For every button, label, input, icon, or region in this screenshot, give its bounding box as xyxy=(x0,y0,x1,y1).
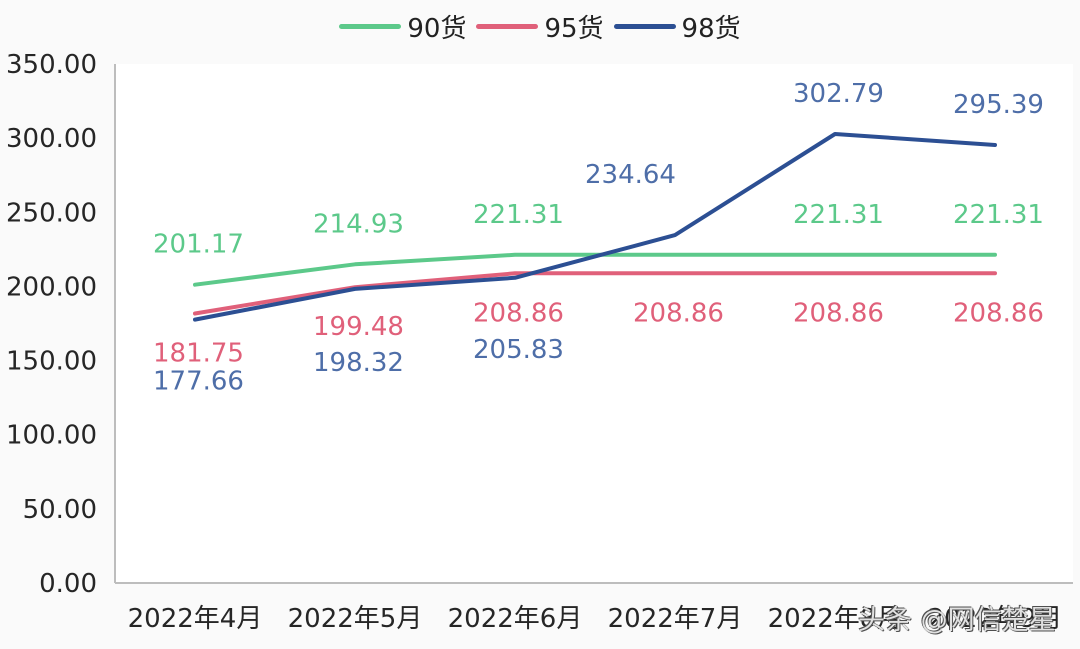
data-label: 181.75 xyxy=(153,338,244,368)
legend-label: 95货 xyxy=(544,14,604,44)
legend-swatch-icon xyxy=(339,24,402,29)
x-tick-label: 2022年7月 xyxy=(608,604,743,634)
data-label: 295.39 xyxy=(953,90,1044,120)
data-label: 208.86 xyxy=(633,298,724,328)
data-label: 177.66 xyxy=(153,367,244,397)
watermark: 头条 @网信楚星 xyxy=(858,605,1056,636)
series-line xyxy=(193,132,997,322)
legend-label: 98货 xyxy=(681,14,741,44)
data-label: 201.17 xyxy=(153,230,244,260)
y-tick-label: 50.00 xyxy=(23,495,97,525)
data-label: 199.48 xyxy=(313,312,404,342)
data-label: 234.64 xyxy=(585,160,676,190)
data-label: 208.86 xyxy=(793,298,884,328)
x-tick-label: 2022年6月 xyxy=(448,604,583,634)
legend-swatch-icon xyxy=(613,24,676,29)
legend-item[interactable]: 90货 xyxy=(339,8,466,45)
y-tick-label: 350.00 xyxy=(6,50,97,80)
legend-item[interactable]: 95货 xyxy=(476,8,604,45)
legend-swatch-icon xyxy=(476,24,539,29)
plot-area xyxy=(115,64,1073,583)
x-tick-label: 2022年5月 xyxy=(288,604,423,634)
y-tick-label: 200.00 xyxy=(6,272,97,302)
data-label: 208.86 xyxy=(473,298,564,328)
data-label: 221.31 xyxy=(793,200,884,230)
x-tick-label: 2022年9月 xyxy=(928,604,1063,634)
y-tick-label: 0.00 xyxy=(39,569,97,599)
data-label: 208.86 xyxy=(953,298,1044,328)
data-label: 205.83 xyxy=(473,335,564,365)
series-line xyxy=(193,271,997,316)
legend-label: 90货 xyxy=(407,14,467,44)
y-tick-label: 100.00 xyxy=(6,421,97,451)
data-label: 214.93 xyxy=(313,209,404,239)
y-tick-label: 150.00 xyxy=(6,347,97,377)
data-label: 221.31 xyxy=(953,200,1044,230)
x-tick-label: 2022年8月 xyxy=(768,604,903,634)
data-label: 221.31 xyxy=(473,200,564,230)
y-tick-label: 300.00 xyxy=(6,124,97,154)
data-label: 198.32 xyxy=(313,348,404,378)
y-tick-label: 250.00 xyxy=(6,198,97,228)
data-label: 302.79 xyxy=(793,79,884,109)
chart-legend: 90货 95货 98货 xyxy=(0,8,1080,45)
legend-item[interactable]: 98货 xyxy=(613,8,741,45)
x-tick-label: 2022年4月 xyxy=(128,604,263,634)
